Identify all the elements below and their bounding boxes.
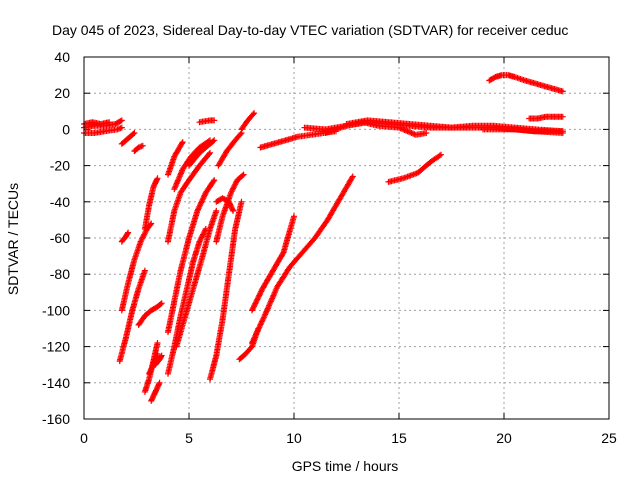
grid-lines	[84, 57, 609, 419]
data-series-segment	[171, 137, 213, 193]
data-series-segment	[385, 151, 444, 185]
data-point-markers	[152, 352, 165, 368]
y-tick-label: -80	[50, 266, 70, 282]
data-point-markers	[207, 198, 245, 383]
data-series-segment	[173, 207, 220, 350]
data-point-markers	[131, 142, 146, 155]
y-tick-label: 40	[54, 49, 70, 65]
data-point-markers	[118, 229, 132, 245]
data-series-segment	[480, 126, 566, 135]
data-series-segment	[196, 117, 218, 126]
data-series-segment	[152, 352, 165, 368]
data-series-segment	[165, 149, 213, 245]
x-tick-label: 10	[286, 430, 302, 446]
data-point-markers	[135, 300, 165, 328]
y-tick-label: -40	[50, 194, 70, 210]
plot-frame	[83, 56, 610, 420]
y-axis-label: SDTVAR / TECUs	[5, 183, 21, 295]
x-tick-label: 25	[601, 430, 617, 446]
data-point-markers	[213, 195, 237, 214]
data-point-markers	[165, 149, 213, 245]
data-point-markers	[215, 130, 245, 169]
y-tick-label: -120	[42, 339, 70, 355]
x-tick-labels: 0 5 10 15 20 25	[80, 430, 617, 446]
data-point-markers	[486, 72, 566, 95]
x-tick-label: 0	[80, 430, 88, 446]
y-tick-labels: -160 -140 -120 -100 -80 -60 -40 -20 0 20 40	[42, 49, 70, 427]
data-series-segment	[215, 130, 245, 169]
data-series-segment	[131, 142, 146, 155]
data-point-markers	[116, 267, 148, 365]
data-point-markers	[118, 220, 155, 314]
data-point-markers	[385, 151, 444, 185]
data-point-markers	[165, 177, 218, 336]
data-point-markers	[171, 137, 213, 193]
data-series-segment	[118, 220, 155, 314]
data-series-segment	[207, 198, 245, 383]
data-series-segment	[165, 177, 218, 336]
data-point-markers	[196, 117, 218, 126]
data-series-segment	[486, 72, 566, 95]
y-tick-label: 0	[62, 121, 70, 137]
data-point-markers	[148, 379, 163, 404]
data-point-markers	[186, 137, 218, 169]
data-point-markers	[480, 126, 566, 135]
data-series-segment	[165, 139, 186, 178]
data-series-segment	[118, 130, 138, 147]
data-point-markers	[249, 213, 297, 314]
data-series-segment	[135, 300, 165, 328]
data-series-segment	[118, 229, 132, 245]
data-series-segment	[116, 267, 148, 365]
data-series-segment	[526, 113, 566, 122]
y-tick-label: -100	[42, 302, 70, 318]
x-tick-label: 15	[391, 430, 407, 446]
data-points	[81, 72, 566, 404]
data-series-segment	[141, 175, 161, 232]
data-point-markers	[165, 139, 186, 178]
y-tick-label: -20	[50, 158, 70, 174]
y-tick-label: -60	[50, 230, 70, 246]
data-point-markers	[249, 173, 356, 346]
data-series-segment	[249, 173, 356, 346]
data-point-markers	[526, 113, 566, 122]
data-point-markers	[118, 130, 138, 147]
x-tick-label: 20	[496, 430, 512, 446]
data-series-segment	[213, 195, 237, 214]
x-axis-label: GPS time / hours	[292, 458, 399, 474]
data-series-segment	[148, 379, 163, 404]
y-tick-label: -140	[42, 375, 70, 391]
data-series-segment	[249, 213, 297, 314]
chart-title: Day 045 of 2023, Sidereal Day-to-day VTE…	[52, 22, 568, 38]
data-point-markers	[141, 175, 161, 232]
data-point-markers	[173, 207, 220, 350]
data-series-segment	[186, 137, 218, 169]
data-point-markers	[238, 110, 258, 133]
data-series-segment	[238, 110, 258, 133]
y-tick-label: 20	[54, 85, 70, 101]
x-tick-label: 5	[185, 430, 193, 446]
y-tick-label: -160	[42, 411, 70, 427]
